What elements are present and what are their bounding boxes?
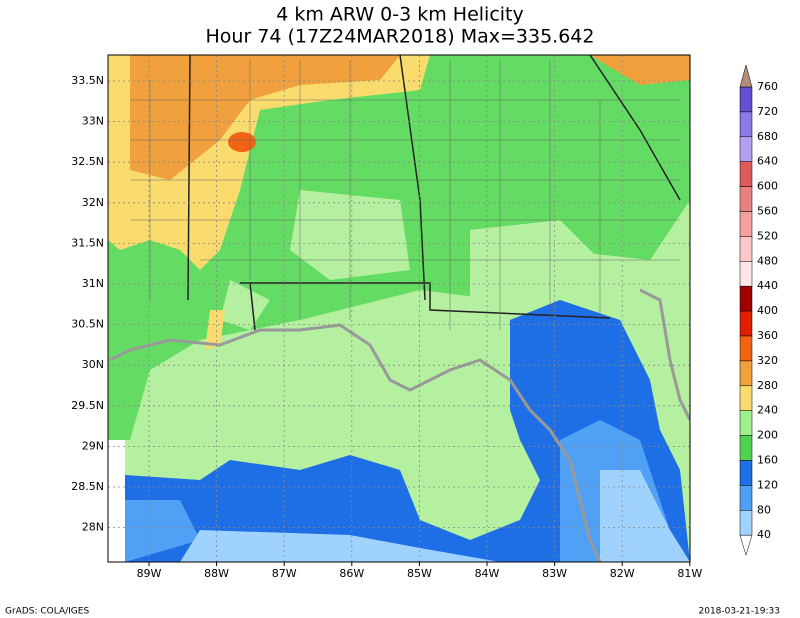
footer-left: GrADS: COLA/IGES <box>5 607 89 617</box>
colorbar-box <box>739 86 753 113</box>
plot-frame <box>107 54 691 563</box>
lon-label: 88W <box>204 567 229 580</box>
colorbar-label: 80 <box>757 503 771 516</box>
colorbar-box <box>739 211 753 237</box>
lon-label: 87W <box>272 567 297 580</box>
colorbar-label: 560 <box>757 205 778 218</box>
colorbar-box <box>739 385 753 411</box>
colorbar-label: 40 <box>757 528 771 541</box>
colorbar-box <box>739 161 753 187</box>
lat-label: 29.5N <box>71 399 104 412</box>
colorbar-box <box>739 485 753 511</box>
lon-label: 83W <box>542 567 567 580</box>
lat-label: 29N <box>82 439 104 452</box>
colorbar-label: 600 <box>757 180 778 193</box>
lat-label: 32.5N <box>71 155 104 168</box>
colorbar-box <box>739 261 753 287</box>
lon-label: 86W <box>339 567 364 580</box>
lat-label: 28N <box>82 521 104 534</box>
colorbar-label: 400 <box>757 304 778 317</box>
colorbar-box <box>739 510 753 536</box>
colorbar-label: 240 <box>757 404 778 417</box>
lat-label: 33N <box>82 115 104 128</box>
colorbar-box <box>739 186 753 212</box>
colorbar-box <box>739 435 753 461</box>
lat-label: 31.5N <box>71 236 104 249</box>
colorbar-label: 640 <box>757 155 778 168</box>
colorbar-label: 520 <box>757 229 778 242</box>
footer-right: 2018-03-21-19:33 <box>699 607 781 617</box>
colorbar-label: 480 <box>757 254 778 267</box>
colorbar-box <box>739 136 753 162</box>
colorbar-box <box>739 310 753 337</box>
colorbar-box <box>739 335 753 362</box>
colorbar-label: 720 <box>757 105 778 118</box>
colorbar-label: 320 <box>757 354 778 367</box>
colorbar-label: 440 <box>757 279 778 292</box>
colorbar-label: 200 <box>757 429 778 442</box>
lon-label: 81W <box>677 567 702 580</box>
lat-label: 28.5N <box>71 480 104 493</box>
title-line: Hour 74 (17Z24MAR2018) Max=335.642 <box>206 26 595 48</box>
colorbar-under <box>739 534 753 557</box>
colorbar-label: 680 <box>757 130 778 143</box>
lon-label: 89W <box>137 567 162 580</box>
colorbar-box <box>739 460 753 486</box>
title-line: 4 km ARW 0-3 km Helicity <box>276 4 524 26</box>
colorbar-label: 280 <box>757 379 778 392</box>
lon-label: 84W <box>475 567 500 580</box>
colorbar-label: 360 <box>757 329 778 342</box>
colorbar-label: 120 <box>757 478 778 491</box>
lat-label: 33.5N <box>71 74 104 87</box>
colorbar-box <box>739 111 753 138</box>
colorbar-label: 160 <box>757 454 778 467</box>
colorbar-box <box>739 285 753 312</box>
colorbar-box <box>739 236 753 262</box>
lat-label: 30N <box>82 358 104 371</box>
colorbar-box <box>739 410 753 436</box>
lat-label: 32N <box>82 196 104 209</box>
map-field <box>108 55 690 562</box>
lat-label: 30.5N <box>71 318 104 331</box>
lon-label: 85W <box>407 567 432 580</box>
colorbar-box <box>739 360 753 387</box>
lat-label: 31N <box>82 277 104 290</box>
colorbar-label: 760 <box>757 80 778 93</box>
colorbar-over <box>739 64 753 88</box>
lon-label: 82W <box>610 567 635 580</box>
